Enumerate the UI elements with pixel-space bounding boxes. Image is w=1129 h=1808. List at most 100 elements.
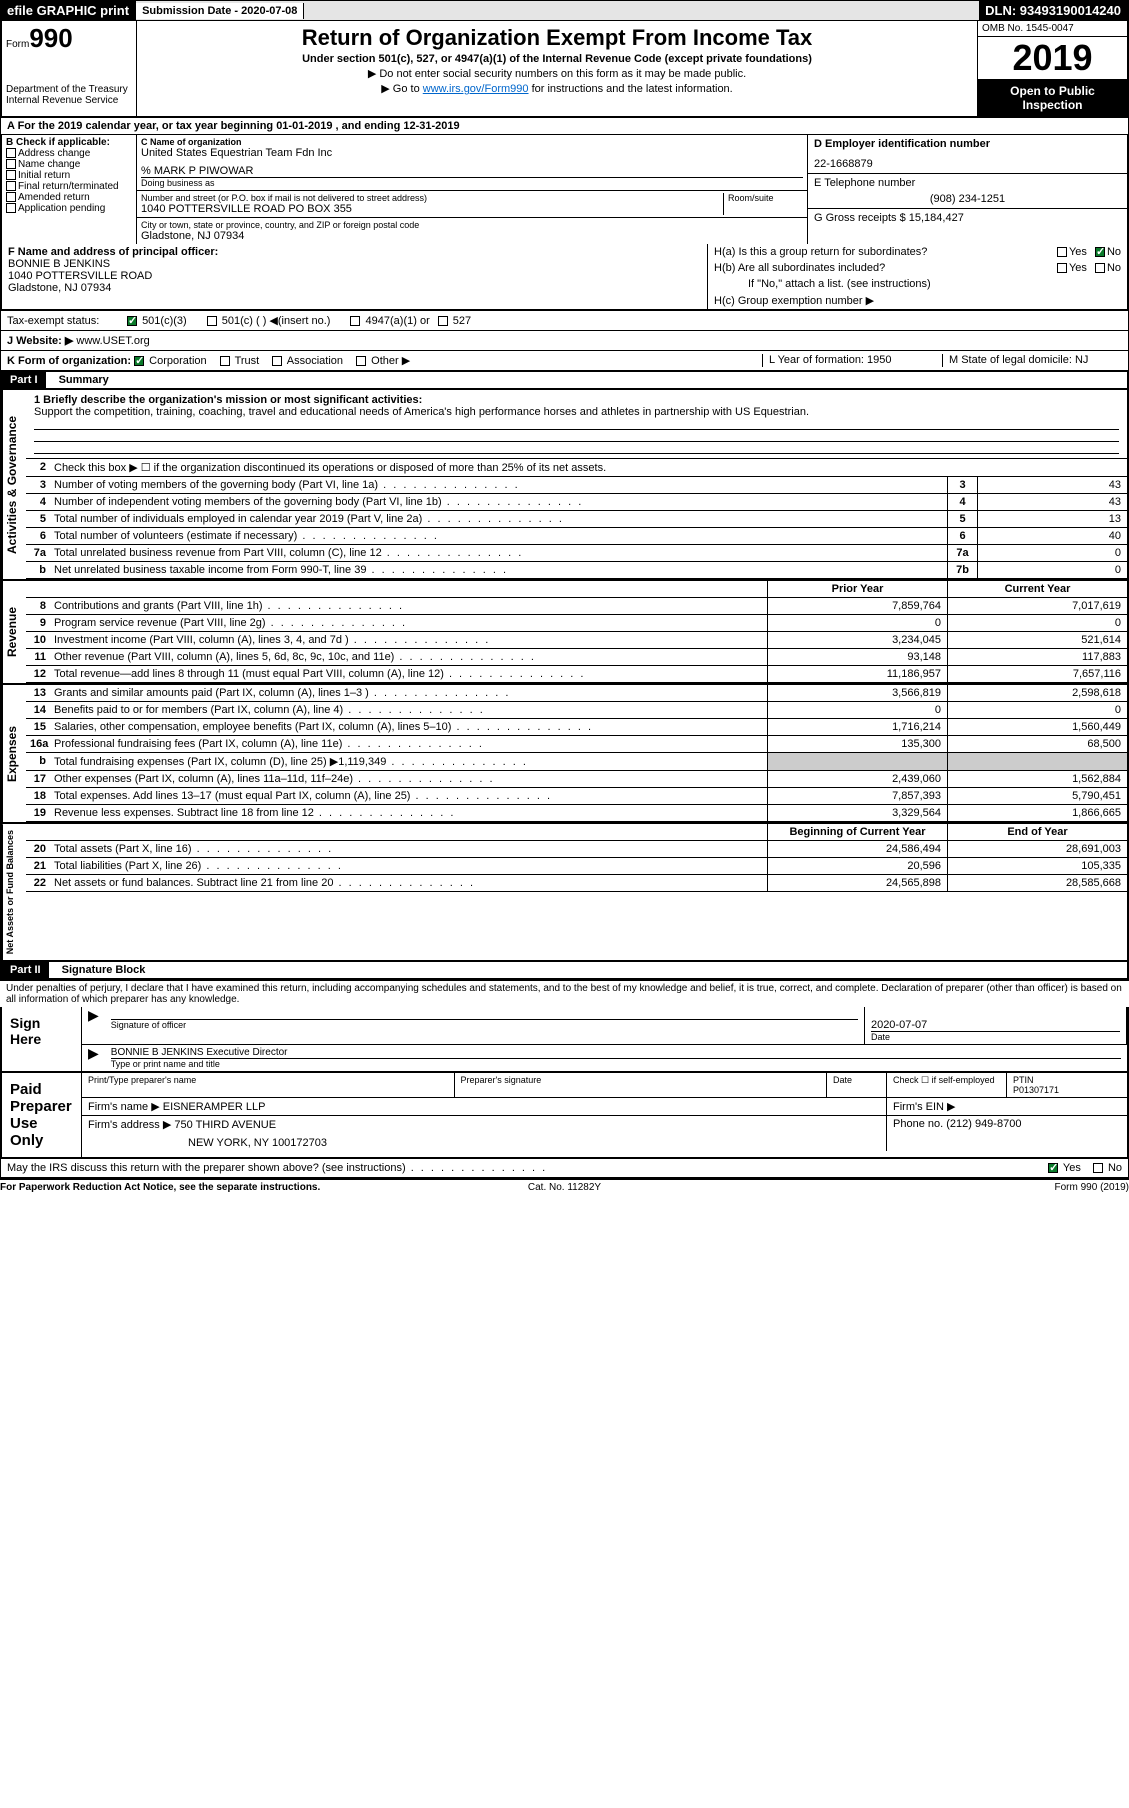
check-501c[interactable]: 501(c) ( ) ◀(insert no.) (207, 314, 331, 327)
phone-label: E Telephone number (814, 177, 1121, 189)
state-domicile: M State of legal domicile: NJ (942, 354, 1122, 367)
header-bar: efile GRAPHIC print Submission Date - 20… (0, 0, 1129, 21)
summary-line: 22Net assets or fund balances. Subtract … (26, 875, 1127, 892)
form-title: Return of Organization Exempt From Incom… (141, 25, 973, 51)
instructions-link-row: ▶ Go to www.irs.gov/Form990 for instruct… (141, 82, 973, 95)
hb-no[interactable]: No (1095, 262, 1121, 274)
sign-here-block: Sign Here ▶ Signature of officer 2020-07… (0, 1007, 1129, 1073)
officer-label: F Name and address of principal officer: (8, 246, 701, 258)
preparer-date-label: Date (827, 1073, 887, 1097)
check-final-return[interactable]: Final return/terminated (6, 181, 132, 192)
officer-name: BONNIE B JENKINS (8, 258, 701, 270)
arrow-icon: ▶ (82, 1007, 105, 1044)
paid-preparer-block: Paid Preparer Use Only Print/Type prepar… (0, 1073, 1129, 1159)
ptin-label: PTIN (1013, 1075, 1121, 1085)
submission-date: Submission Date - 2020-07-08 (136, 3, 304, 19)
col-end: End of Year (947, 824, 1127, 840)
instructions-link[interactable]: www.irs.gov/Form990 (423, 83, 529, 95)
side-activities: Activities & Governance (2, 390, 26, 579)
gross-receipts: G Gross receipts $ 15,184,427 (808, 209, 1127, 227)
efile-label: efile GRAPHIC print (1, 1, 136, 20)
page-footer: For Paperwork Reduction Act Notice, see … (0, 1179, 1129, 1195)
check-527[interactable]: 527 (438, 315, 471, 327)
check-name-change[interactable]: Name change (6, 159, 132, 170)
summary-line: 4Number of independent voting members of… (26, 494, 1127, 511)
org-name-label: C Name of organization (141, 137, 803, 147)
summary-line: 18Total expenses. Add lines 13–17 (must … (26, 788, 1127, 805)
sign-here-label: Sign Here (2, 1007, 82, 1071)
mission-label: 1 Briefly describe the organization's mi… (34, 394, 1119, 406)
officer-print-name: BONNIE B JENKINS Executive Director (111, 1047, 1121, 1058)
website-row: J Website: ▶ www.USET.org (0, 331, 1129, 351)
check-amended[interactable]: Amended return (6, 192, 132, 203)
sig-date: 2020-07-07 (871, 1019, 1120, 1031)
tax-period: A For the 2019 calendar year, or tax yea… (0, 118, 1129, 135)
sig-officer-label: Signature of officer (111, 1019, 858, 1030)
ein-label: D Employer identification number (814, 138, 1121, 150)
cat-no: Cat. No. 11282Y (376, 1182, 752, 1193)
check-application-pending[interactable]: Application pending (6, 203, 132, 214)
check-4947[interactable]: 4947(a)(1) or (350, 315, 429, 327)
side-expenses: Expenses (2, 685, 26, 822)
check-other[interactable]: Other ▶ (356, 355, 410, 367)
firm-name: EISNERAMPER LLP (163, 1101, 266, 1113)
check-address-change[interactable]: Address change (6, 148, 132, 159)
ssn-warning: ▶ Do not enter social security numbers o… (141, 67, 973, 80)
summary-line: 16aProfessional fundraising fees (Part I… (26, 736, 1127, 753)
hc-label: H(c) Group exemption number ▶ (708, 292, 1127, 309)
care-of: % MARK P PIWOWAR (141, 165, 803, 178)
summary-line: 12Total revenue—add lines 8 through 11 (… (26, 666, 1127, 683)
tax-exempt-label: Tax-exempt status: (7, 315, 127, 327)
addr-label: Number and street (or P.O. box if mail i… (141, 193, 723, 203)
summary-line: 20Total assets (Part X, line 16)24,586,4… (26, 841, 1127, 858)
summary-line: 8Contributions and grants (Part VIII, li… (26, 598, 1127, 615)
discuss-text: May the IRS discuss this return with the… (7, 1162, 1048, 1174)
tax-year: 2019 (978, 37, 1127, 80)
box-k-label: K Form of organization: (7, 355, 131, 367)
dln: DLN: 93493190014240 (979, 1, 1128, 20)
ha-yes[interactable]: Yes (1057, 246, 1087, 258)
self-employed-check[interactable]: Check ☐ if self-employed (887, 1073, 1007, 1097)
summary-line: 15Salaries, other compensation, employee… (26, 719, 1127, 736)
street-address: 1040 POTTERSVILLE ROAD PO BOX 355 (141, 203, 723, 215)
col-begin: Beginning of Current Year (767, 824, 947, 840)
entity-info: B Check if applicable: Address change Na… (0, 135, 1129, 244)
year-formation: L Year of formation: 1950 (762, 354, 942, 367)
summary-line: bNet unrelated business taxable income f… (26, 562, 1127, 579)
city-label: City or town, state or province, country… (141, 220, 803, 230)
discuss-no[interactable]: No (1093, 1162, 1122, 1174)
open-to-public: Open to Public Inspection (978, 80, 1127, 116)
check-trust[interactable]: Trust (220, 355, 260, 367)
check-association[interactable]: Association (272, 355, 343, 367)
phone-value: (908) 234-1251 (814, 193, 1121, 205)
summary-line: 17Other expenses (Part IX, column (A), l… (26, 771, 1127, 788)
hb-yes[interactable]: Yes (1057, 262, 1087, 274)
ein-value: 22-1668879 (814, 158, 1121, 170)
check-corporation[interactable]: Corporation (134, 355, 207, 367)
website-value: www.USET.org (76, 335, 149, 347)
form-subtitle: Under section 501(c), 527, or 4947(a)(1)… (141, 53, 973, 65)
firm-addr1: 750 THIRD AVENUE (174, 1119, 276, 1131)
ha-no[interactable]: No (1095, 246, 1121, 258)
print-name-label: Type or print name and title (111, 1058, 1121, 1069)
discuss-yes[interactable]: Yes (1048, 1162, 1081, 1174)
klm-row: K Form of organization: Corporation Trus… (0, 351, 1129, 372)
sig-date-label: Date (871, 1031, 1120, 1042)
ha-label: H(a) Is this a group return for subordin… (714, 246, 1057, 258)
summary-line: 10Investment income (Part VIII, column (… (26, 632, 1127, 649)
firm-ein-label: Firm's EIN ▶ (887, 1098, 1127, 1115)
part1-title: Summary (59, 374, 109, 386)
form-page: Form 990 (2019) (753, 1182, 1129, 1193)
arrow-icon: ▶ (82, 1045, 105, 1071)
ptin-value: P01307171 (1013, 1085, 1121, 1095)
hb-label: H(b) Are all subordinates included? (714, 262, 1057, 274)
check-501c3[interactable]: 501(c)(3) (127, 315, 187, 327)
paperwork-notice: For Paperwork Reduction Act Notice, see … (0, 1182, 376, 1193)
form-label: Form (6, 39, 29, 50)
check-initial-return[interactable]: Initial return (6, 170, 132, 181)
irs-label: Internal Revenue Service (6, 95, 132, 106)
summary-line: 11Other revenue (Part VIII, column (A), … (26, 649, 1127, 666)
dept-treasury: Department of the Treasury (6, 84, 132, 95)
box-b-label: B Check if applicable: (6, 137, 132, 148)
summary-line: 19Revenue less expenses. Subtract line 1… (26, 805, 1127, 822)
